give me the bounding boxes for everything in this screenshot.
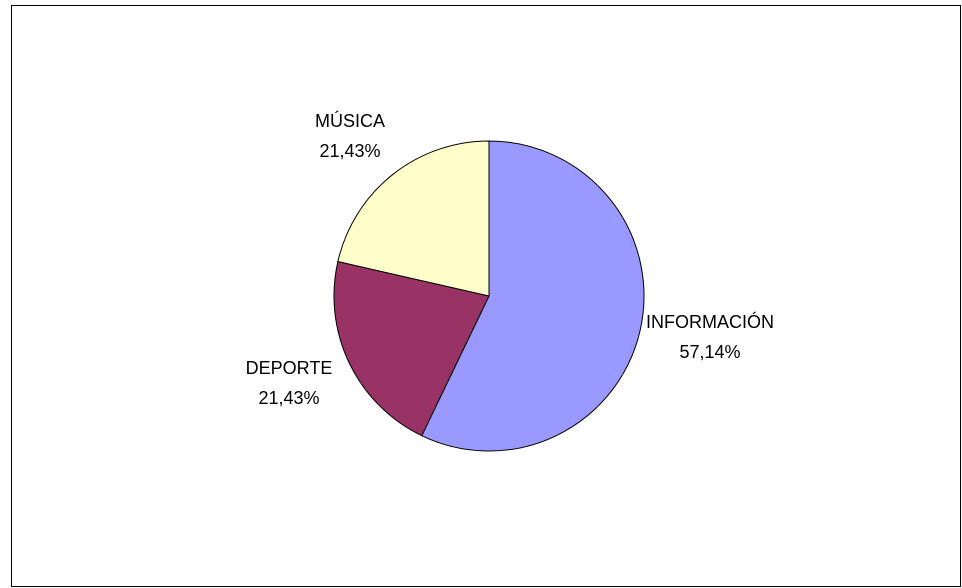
slice-label-musica: MÚSICA 21,43% [290,106,410,166]
slice-label-deporte: DEPORTE 21,43% [229,353,349,413]
slice-label-musica-name: MÚSICA [314,111,385,131]
slice-label-deporte-name: DEPORTE [245,358,333,378]
chart-area: INFORMACIÓN 57,14% DEPORTE 21,43% MÚSICA… [11,5,961,587]
slice-deporte [333,260,490,437]
slice-label-informacion-value: 57,14% [679,342,741,362]
slice-label-deporte-value: 21,43% [258,388,320,408]
slice-informacion [421,140,645,452]
slice-musica [337,140,490,297]
slice-label-musica-value: 21,43% [319,141,381,161]
pie-chart [333,140,645,452]
slice-label-informacion-name: INFORMACIÓN [646,312,774,332]
slice-label-informacion: INFORMACIÓN 57,14% [630,307,790,367]
